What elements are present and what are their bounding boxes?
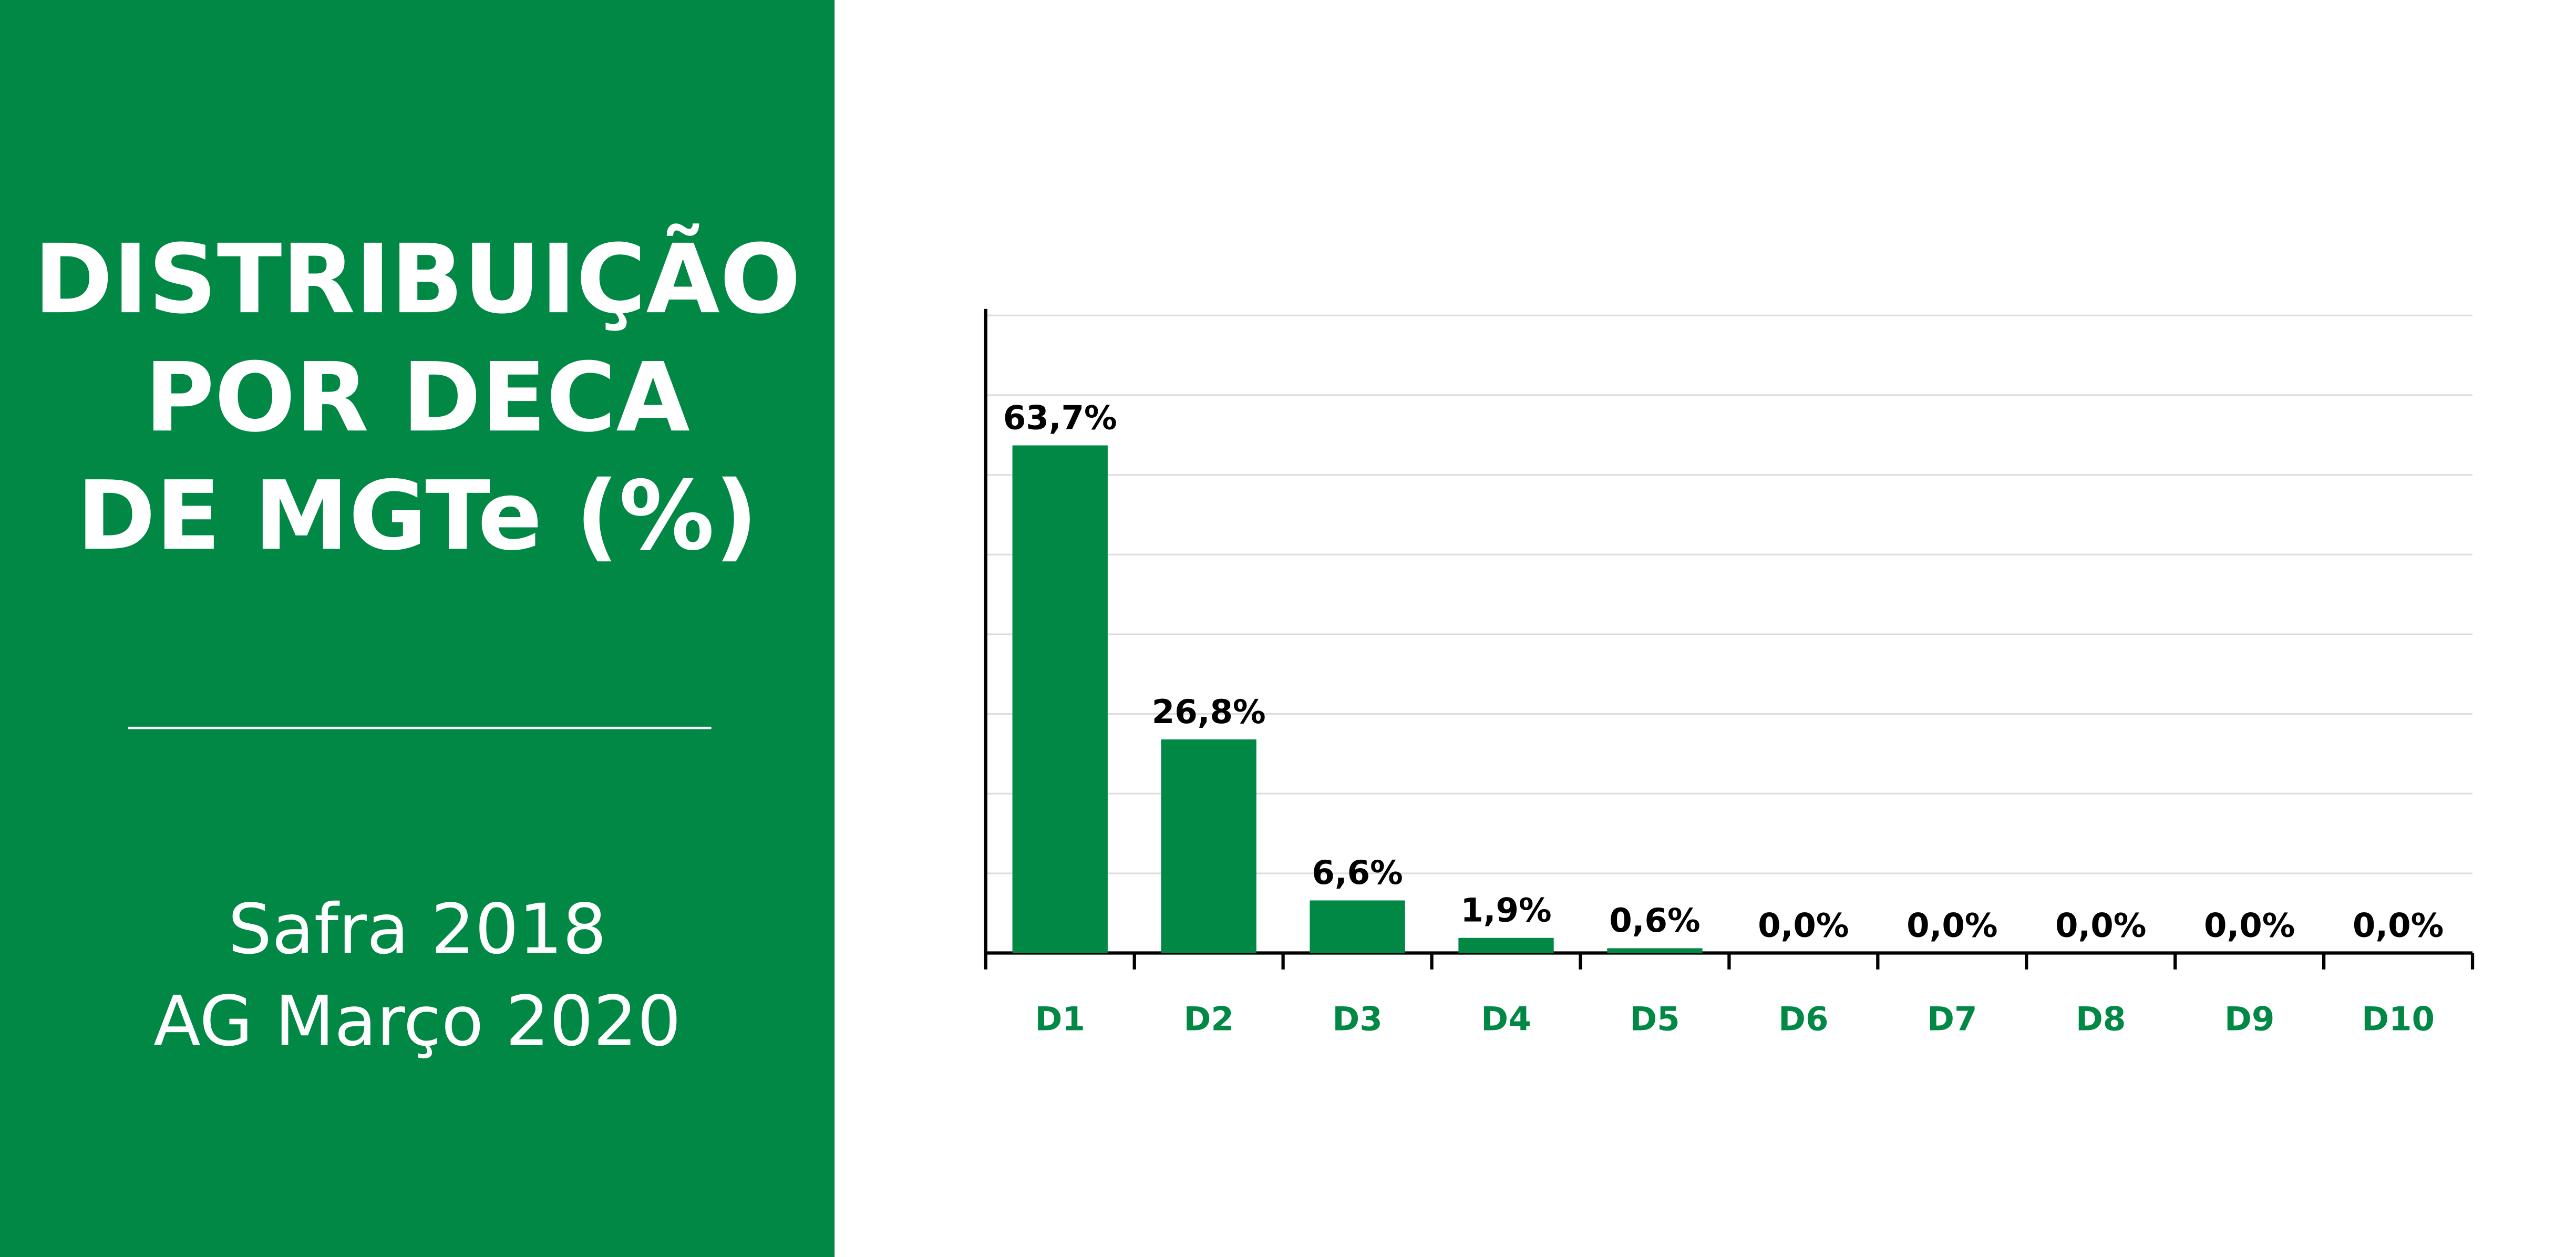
- bar: [1310, 900, 1405, 953]
- x-tick-label: D10: [2362, 1000, 2435, 1038]
- chart-title: DISTRIBUIÇÃO: [34, 223, 801, 335]
- bar: [1607, 948, 1703, 953]
- value-label: 0,0%: [2204, 906, 2295, 944]
- x-tick-label: D1: [1035, 1000, 1085, 1038]
- value-label: 1,9%: [1460, 891, 1551, 929]
- x-tick-label: D9: [2224, 1000, 2274, 1038]
- value-label: 0,0%: [2055, 906, 2146, 944]
- x-tick-label: D2: [1183, 1000, 1233, 1038]
- value-label: 0,6%: [1609, 901, 1700, 940]
- value-label: 26,8%: [1152, 693, 1266, 731]
- subtitle: Safra 2018: [228, 889, 606, 970]
- bar: [1012, 445, 1108, 953]
- value-label: 0,0%: [1758, 906, 1849, 944]
- value-label: 63,7%: [1003, 398, 1117, 437]
- value-label: 0,0%: [2353, 906, 2444, 944]
- side-panel: [0, 0, 835, 1257]
- x-tick-label: D5: [1630, 1000, 1679, 1038]
- chart-title: POR DECA: [145, 342, 690, 453]
- x-tick-label: D8: [2076, 1000, 2126, 1038]
- value-label: 0,0%: [1907, 906, 1997, 944]
- x-tick-label: D6: [1778, 1000, 1828, 1038]
- x-tick-label: D4: [1481, 1000, 1531, 1038]
- x-tick-label: D7: [1927, 1000, 1977, 1038]
- subtitle: AG Março 2020: [153, 981, 681, 1062]
- bar: [1161, 739, 1256, 953]
- x-tick-label: D3: [1332, 1000, 1382, 1038]
- value-label: 6,6%: [1312, 853, 1403, 892]
- bar: [1458, 937, 1554, 953]
- chart-title: DE MGTe (%): [77, 460, 758, 571]
